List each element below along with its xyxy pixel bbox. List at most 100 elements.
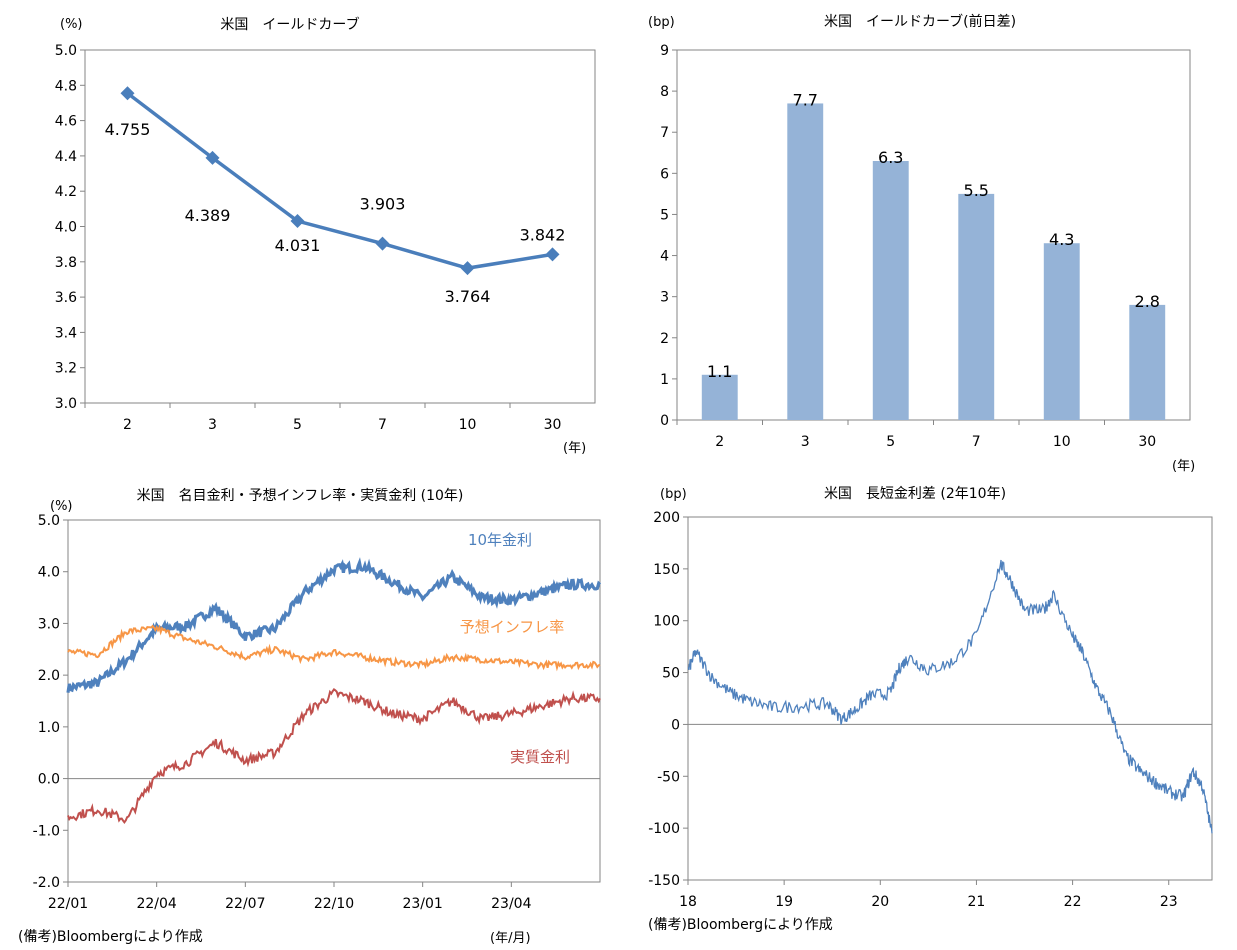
y-tick-label: -50: [657, 769, 680, 785]
yield-line: [126, 91, 553, 270]
y-tick-label: 3.0: [38, 616, 60, 632]
y-tick-label: 3.6: [55, 290, 77, 306]
data-label: 6.3: [878, 148, 903, 167]
y-tick-label: 7: [660, 125, 669, 141]
x-tick-label: 7: [378, 417, 387, 433]
chart4-ylabel: (bp): [660, 487, 687, 502]
data-label: 3.903: [360, 195, 406, 214]
y-tick-label: 4.0: [38, 565, 60, 581]
source-note-right: (備考)Bloombergにより作成: [648, 917, 833, 933]
x-tick-label: 22/10: [314, 896, 354, 912]
data-point-marker: [120, 86, 135, 101]
x-tick-label: 22/07: [225, 896, 265, 912]
y-tick-label: 8: [660, 84, 669, 100]
x-tick-label: 2: [715, 434, 724, 450]
y-tick-label: 4: [660, 249, 669, 265]
chart1-title: 米国 イールドカーブ: [220, 16, 359, 33]
y-tick-label: -1.0: [33, 823, 60, 839]
data-point-marker: [545, 247, 560, 262]
data-label: 4.031: [275, 236, 321, 255]
x-tick-label: 22/01: [48, 896, 88, 912]
y-tick-label: 200: [653, 510, 680, 526]
x-tick-label: 10: [459, 417, 477, 433]
chart3-xlabel: (年/月): [490, 931, 531, 946]
bar: [958, 193, 995, 420]
y-tick-label: 4.0: [55, 220, 77, 236]
y-tick-label: 2.0: [38, 668, 60, 684]
chart1-xlabel: (年): [563, 441, 586, 456]
bar: [872, 161, 909, 420]
spread-chart: 米国 長短金利差 (2年10年) (bp) -150 -100 -50 0 50 100 1…: [648, 486, 1213, 910]
x-tick-label: 22/04: [136, 896, 176, 912]
y-tick-label: 50: [662, 666, 680, 682]
y-tick-label: 1: [660, 372, 669, 388]
plot-frame: [687, 516, 1213, 881]
y-tick-label: 5: [660, 207, 669, 223]
x-tick-label: 5: [293, 417, 302, 433]
data-point-marker: [205, 150, 220, 165]
y-tick-label: 100: [653, 614, 680, 630]
bar: [1043, 243, 1080, 420]
y-tick-label: 3: [660, 290, 669, 306]
y-tick-label: -2.0: [33, 875, 60, 891]
x-tick-label: 23: [1160, 894, 1178, 910]
data-point-marker: [460, 261, 475, 276]
real-rate-chart: 米国 名目金利・予想インフレ率・実質金利 (10年) (%) (年/月) -2.…: [33, 487, 602, 946]
series-label: 実質金利: [510, 748, 570, 766]
data-label: 4.3: [1049, 230, 1074, 249]
y-tick-label: 4.2: [55, 184, 77, 200]
data-label: 3.842: [520, 225, 566, 244]
data-label: 2.8: [1135, 292, 1160, 311]
y-tick-label: 0: [671, 717, 680, 733]
y-tick-label: 3.0: [55, 396, 77, 412]
data-label: 1.1: [707, 362, 732, 381]
y-tick-label: 0.0: [38, 772, 60, 788]
y-tick-label: 4.6: [55, 114, 77, 130]
y-tick-label: 3.8: [55, 255, 77, 271]
x-tick-label: 23/04: [491, 896, 531, 912]
x-tick-label: 30: [1138, 434, 1156, 450]
y-tick-label: -100: [648, 821, 680, 837]
x-tick-label: 19: [775, 894, 793, 910]
yield-curve-chart: 米国 イールドカーブ (%) (年) 3.0 3.2 3.4 3.6 3.8 4.0 4.2…: [55, 16, 596, 456]
y-tick-label: -150: [648, 873, 680, 889]
bar: [787, 103, 824, 420]
x-tick-label: 2: [123, 417, 132, 433]
y-tick-label: 9: [660, 43, 669, 59]
yield-curve-change-chart: 米国 イールドカーブ(前日差) (bp) (年) 0 1 2 3 4 5 6 7 8 9 2 3 5 7 1…: [648, 13, 1195, 474]
series-line: [67, 624, 601, 672]
x-tick-label: 10: [1053, 434, 1071, 450]
x-tick-label: 5: [886, 434, 895, 450]
chart2-title: 米国 イールドカーブ(前日差): [824, 13, 1016, 30]
y-tick-label: 3.4: [55, 325, 77, 341]
y-tick-label: 4.4: [55, 149, 77, 165]
chart4-title: 米国 長短金利差 (2年10年): [824, 486, 1006, 502]
y-tick-label: 1.0: [38, 720, 60, 736]
series-label: 予想インフレ率: [460, 618, 565, 636]
chart3-title: 米国 名目金利・予想インフレ率・実質金利 (10年): [137, 487, 464, 504]
y-tick-label: 2: [660, 331, 669, 347]
x-tick-label: 18: [679, 894, 697, 910]
y-tick-label: 6: [660, 166, 669, 182]
data-label: 3.764: [445, 287, 491, 306]
series-line: [67, 688, 601, 824]
x-tick-label: 3: [208, 417, 217, 433]
x-tick-label: 23/01: [402, 896, 442, 912]
x-tick-label: 21: [968, 894, 986, 910]
series-label: 10年金利: [468, 531, 532, 549]
x-tick-label: 3: [801, 434, 810, 450]
x-tick-label: 20: [871, 894, 889, 910]
y-tick-label: 5.0: [55, 43, 77, 59]
data-point-marker: [290, 214, 305, 229]
y-tick-label: 150: [653, 562, 680, 578]
source-note-left: (備考)Bloombergにより作成: [18, 929, 203, 945]
y-tick-label: 3.2: [55, 361, 77, 377]
data-label: 4.755: [105, 120, 151, 139]
bar: [701, 374, 738, 420]
y-tick-label: 5.0: [38, 513, 60, 529]
data-point-marker: [375, 236, 390, 251]
plot-frame: [84, 49, 596, 404]
y-tick-label: 4.8: [55, 78, 77, 94]
data-label: 5.5: [964, 181, 989, 200]
